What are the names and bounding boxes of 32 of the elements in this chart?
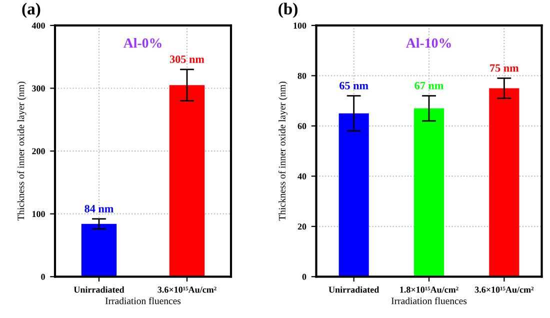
y-tick-label: 0 [302, 274, 306, 280]
data-label: 65 nm [340, 82, 368, 90]
bar [414, 108, 444, 277]
y-tick-label: 400 [32, 22, 45, 29]
x-tick-label: 1.8×10¹⁵Au/cm² [400, 286, 458, 293]
text: Al-10% [406, 38, 451, 48]
y-axis-title: Thickness of inner oxide layer (nm) [278, 82, 288, 221]
text: (a) [22, 2, 40, 18]
x-tick-label: Unirradiated [74, 286, 124, 293]
text: Al-0% [123, 38, 162, 48]
bar [489, 88, 520, 277]
data-label: 84 nm [84, 204, 114, 212]
data-label: 75 nm [490, 64, 519, 72]
y-tick-label: 60 [298, 123, 306, 130]
x-axis-title: Irradiation fluences [391, 297, 467, 304]
x-tick-label: Unirradiated [328, 286, 380, 293]
y-axis-title: Thickness of inner oxide layer (nm) [17, 82, 26, 221]
y-tick-label: 300 [32, 85, 45, 92]
data-label: 305 nm [170, 55, 204, 63]
y-tick-label: 80 [298, 72, 306, 79]
y-tick-label: 20 [298, 224, 306, 230]
y-tick-label: 100 [294, 22, 306, 29]
data-label: 67 nm [414, 82, 444, 90]
y-tick-label: 100 [32, 210, 45, 218]
bar [338, 113, 369, 277]
x-tick-label: 3.6×10¹⁵Au/cm² [158, 286, 216, 293]
y-tick-label: 40 [298, 173, 306, 180]
text: (b) [278, 2, 298, 18]
y-tick-label: 0 [41, 274, 45, 280]
y-tick-label: 200 [32, 148, 45, 154]
x-axis-title: Irradiation fluences [105, 297, 181, 304]
x-tick-label: 3.6×10¹⁵Au/cm² [474, 286, 534, 293]
